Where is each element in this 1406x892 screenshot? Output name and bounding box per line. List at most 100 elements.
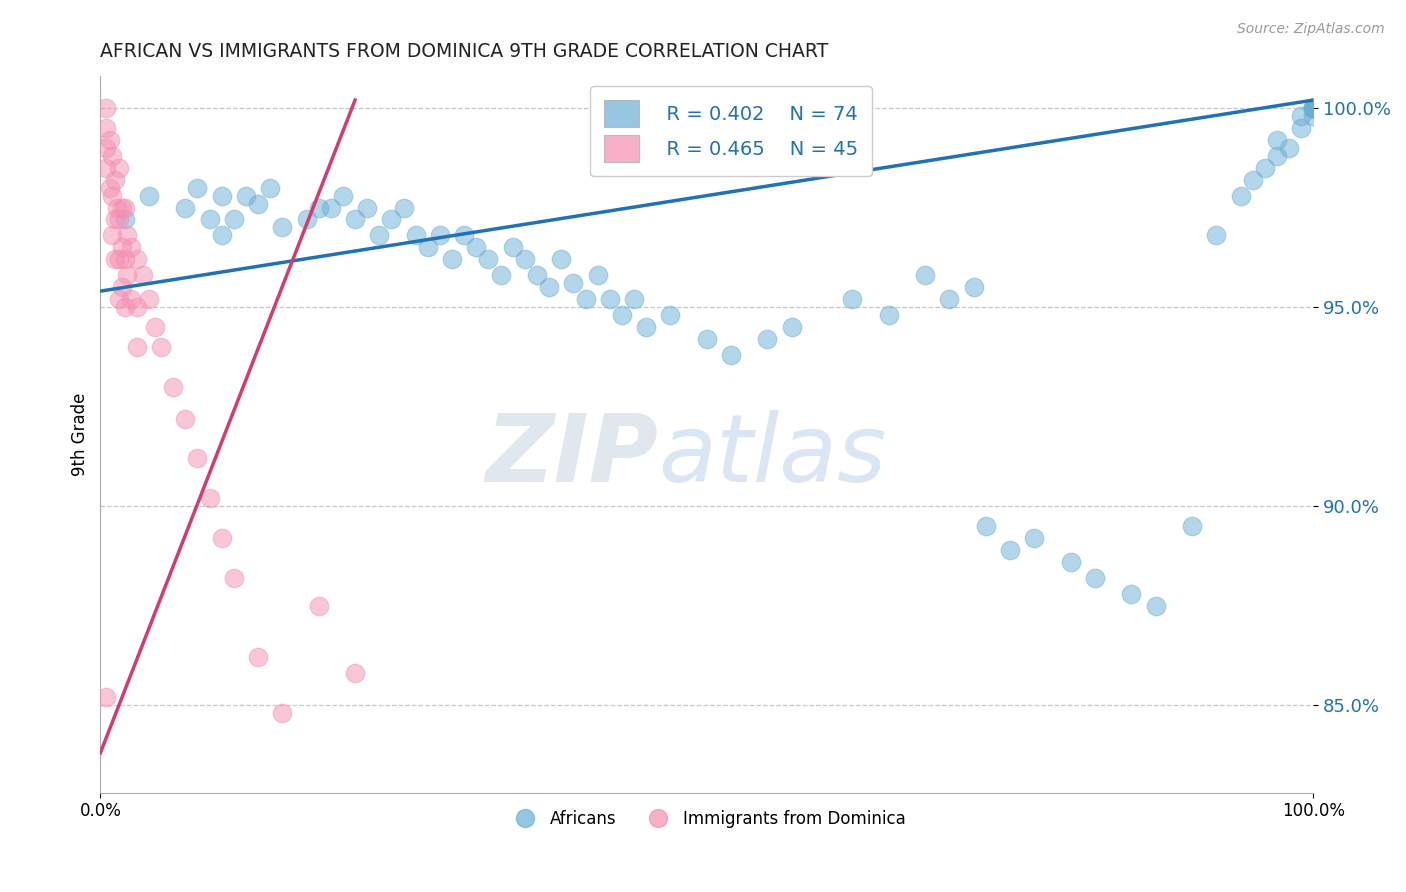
Y-axis label: 9th Grade: 9th Grade — [72, 392, 89, 476]
Point — [125, 300, 148, 314]
Point — [720, 348, 742, 362]
Point — [1265, 133, 1288, 147]
Point — [502, 240, 524, 254]
Point — [610, 308, 633, 322]
Point — [107, 212, 129, 227]
Point — [1024, 531, 1046, 545]
Point — [586, 268, 609, 283]
Point — [96, 120, 118, 135]
Point — [1084, 571, 1107, 585]
Point — [114, 201, 136, 215]
Point — [247, 196, 270, 211]
Point — [111, 280, 134, 294]
Point — [222, 212, 245, 227]
Point — [186, 451, 208, 466]
Point — [104, 172, 127, 186]
Point — [1302, 109, 1324, 123]
Point — [416, 240, 439, 254]
Point — [120, 240, 142, 254]
Point — [1302, 101, 1324, 115]
Point — [841, 292, 863, 306]
Point — [174, 201, 197, 215]
Point — [489, 268, 512, 283]
Point — [211, 188, 233, 202]
Point — [115, 228, 138, 243]
Point — [599, 292, 621, 306]
Point — [344, 212, 367, 227]
Point — [380, 212, 402, 227]
Point — [974, 519, 997, 533]
Point — [1289, 120, 1312, 135]
Point — [998, 542, 1021, 557]
Point — [98, 133, 121, 147]
Point — [392, 201, 415, 215]
Point — [101, 228, 124, 243]
Point — [125, 252, 148, 267]
Point — [308, 599, 330, 613]
Point — [235, 188, 257, 202]
Point — [623, 292, 645, 306]
Point — [1181, 519, 1204, 533]
Point — [538, 280, 561, 294]
Point — [174, 411, 197, 425]
Point — [332, 188, 354, 202]
Point — [1302, 101, 1324, 115]
Point — [914, 268, 936, 283]
Point — [1254, 161, 1277, 175]
Point — [96, 101, 118, 115]
Point — [1302, 101, 1324, 115]
Point — [308, 201, 330, 215]
Point — [319, 201, 342, 215]
Point — [132, 268, 155, 283]
Point — [138, 292, 160, 306]
Point — [295, 212, 318, 227]
Point — [98, 180, 121, 194]
Point — [96, 690, 118, 705]
Point — [441, 252, 464, 267]
Point — [198, 212, 221, 227]
Point — [125, 340, 148, 354]
Point — [1265, 149, 1288, 163]
Point — [247, 650, 270, 665]
Point — [111, 240, 134, 254]
Point — [659, 308, 682, 322]
Text: AFRICAN VS IMMIGRANTS FROM DOMINICA 9TH GRADE CORRELATION CHART: AFRICAN VS IMMIGRANTS FROM DOMINICA 9TH … — [100, 42, 828, 61]
Point — [368, 228, 391, 243]
Point — [114, 252, 136, 267]
Point — [756, 332, 779, 346]
Legend: Africans, Immigrants from Dominica: Africans, Immigrants from Dominica — [502, 803, 912, 835]
Point — [198, 491, 221, 505]
Point — [696, 332, 718, 346]
Point — [101, 149, 124, 163]
Point — [107, 252, 129, 267]
Point — [271, 220, 294, 235]
Point — [562, 276, 585, 290]
Point — [162, 379, 184, 393]
Point — [107, 292, 129, 306]
Point — [1241, 172, 1264, 186]
Point — [963, 280, 986, 294]
Point — [550, 252, 572, 267]
Point — [104, 252, 127, 267]
Point — [150, 340, 173, 354]
Point — [211, 531, 233, 545]
Point — [107, 161, 129, 175]
Point — [222, 571, 245, 585]
Point — [780, 320, 803, 334]
Point — [344, 666, 367, 681]
Point — [429, 228, 451, 243]
Point — [1121, 587, 1143, 601]
Point — [271, 706, 294, 720]
Point — [453, 228, 475, 243]
Point — [1302, 101, 1324, 115]
Point — [120, 292, 142, 306]
Point — [636, 320, 658, 334]
Point — [938, 292, 960, 306]
Point — [513, 252, 536, 267]
Point — [111, 201, 134, 215]
Text: Source: ZipAtlas.com: Source: ZipAtlas.com — [1237, 22, 1385, 37]
Point — [526, 268, 548, 283]
Point — [1278, 141, 1301, 155]
Point — [96, 161, 118, 175]
Text: ZIP: ZIP — [485, 410, 658, 502]
